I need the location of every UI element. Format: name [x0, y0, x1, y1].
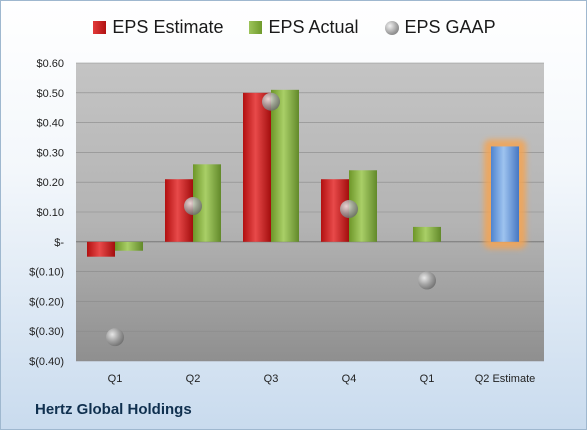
- bar-marks: [87, 89, 526, 257]
- y-tick-label: $-: [54, 237, 64, 249]
- legend-label-eps-gaap: EPS GAAP: [404, 17, 496, 37]
- y-tick-label: $(0.30): [29, 326, 64, 338]
- legend-swatch-eps-gaap: [384, 20, 399, 35]
- y-tick-label: $(0.20): [29, 296, 64, 308]
- legend-item-eps-gaap: EPS GAAP: [384, 17, 496, 38]
- y-tick-label: $0.30: [36, 147, 64, 159]
- y-tick-label: $(0.10): [29, 267, 64, 279]
- y-tick-label: $0.60: [36, 58, 64, 70]
- point-eps-gaap-4: [418, 271, 436, 290]
- x-tick-label: Q1: [420, 373, 435, 385]
- y-tick-label: $(0.40): [29, 356, 64, 368]
- legend-swatch-eps-estimate: [93, 21, 107, 34]
- point-eps-gaap-0: [106, 328, 124, 347]
- grid-lines: [76, 62, 544, 362]
- x-axis-ticks: Q1 Q2 Q3 Q4 Q1 Q2 Estimate: [108, 373, 536, 385]
- y-tick-label: $0.10: [36, 207, 64, 219]
- bar-eps-actual-2: [271, 89, 299, 242]
- y-axis-ticks: $0.60 $0.50 $0.40 $0.30 $0.20 $0.10 $- $(0.10) $…: [29, 58, 64, 368]
- bar-eps-actual-0: [115, 241, 143, 251]
- bar-eps-estimate-0: [87, 241, 115, 257]
- legend-label-eps-actual: EPS Actual: [268, 17, 359, 37]
- y-tick-label: $0.40: [36, 118, 64, 130]
- legend-item-eps-estimate: EPS Estimate: [93, 17, 223, 38]
- x-tick-label: Q4: [342, 373, 357, 385]
- point-eps-gaap-3: [340, 200, 358, 219]
- point-eps-gaap-2: [262, 92, 280, 111]
- x-tick-label: Q1: [108, 373, 123, 385]
- x-tick-label: Q2: [186, 373, 201, 385]
- legend-swatch-eps-actual: [249, 21, 263, 34]
- x-tick-label: Q2 Estimate: [475, 373, 536, 385]
- y-tick-label: $0.50: [36, 88, 64, 100]
- bar-eps-actual-4: [413, 226, 441, 242]
- legend: EPS Estimate EPS Actual EPS GAAP: [1, 17, 587, 38]
- y-tick-label: $0.20: [36, 177, 64, 189]
- legend-label-eps-estimate: EPS Estimate: [112, 17, 224, 37]
- x-tick-label: Q3: [264, 373, 279, 385]
- bar-eps-estimate-2: [243, 92, 271, 242]
- gaap-points: [106, 92, 436, 347]
- legend-item-eps-actual: EPS Actual: [249, 17, 359, 38]
- bar-q2-estimate-5: [491, 146, 519, 242]
- point-eps-gaap-1: [184, 197, 202, 216]
- company-name: Hertz Global Holdings: [35, 401, 192, 418]
